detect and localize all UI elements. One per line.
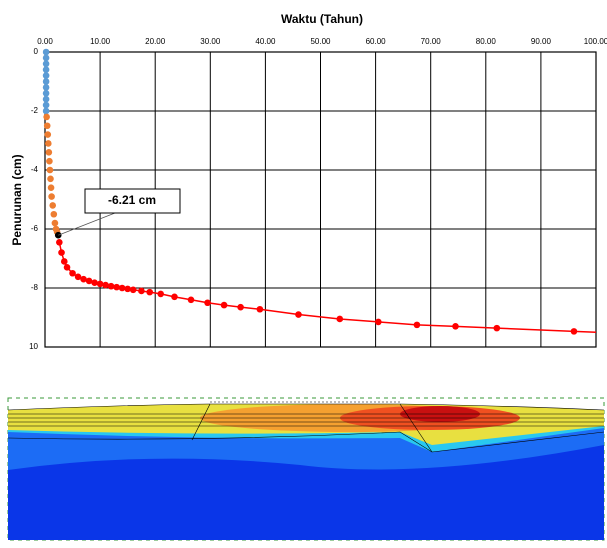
y-tick-label: 10 bbox=[29, 342, 38, 351]
data-point bbox=[42, 95, 50, 103]
data-point bbox=[157, 290, 165, 298]
x-tick-label: 80.00 bbox=[476, 37, 497, 46]
data-point bbox=[46, 157, 53, 165]
data-point bbox=[452, 323, 459, 330]
data-point bbox=[102, 281, 109, 289]
data-point bbox=[113, 283, 120, 291]
data-point bbox=[237, 303, 244, 311]
data-point bbox=[43, 122, 51, 130]
data-point bbox=[204, 299, 211, 307]
data-point bbox=[42, 54, 50, 62]
x-tick-label: 90.00 bbox=[531, 37, 552, 46]
x-tick-label: 30.00 bbox=[200, 37, 221, 46]
y-tick-label: -8 bbox=[31, 283, 39, 292]
annotation-box bbox=[84, 188, 181, 214]
x-tick-label: 0.00 bbox=[37, 37, 53, 46]
data-point bbox=[42, 90, 50, 97]
data-point bbox=[69, 269, 76, 277]
data-point bbox=[336, 315, 344, 323]
data-point bbox=[118, 284, 126, 292]
data-point bbox=[42, 101, 50, 109]
x-tick-label: 10.00 bbox=[90, 37, 111, 46]
data-point bbox=[42, 60, 50, 68]
y-tick-label: 0 bbox=[34, 47, 39, 56]
data-point bbox=[50, 210, 58, 218]
data-point bbox=[129, 286, 137, 294]
x-tick-label: 70.00 bbox=[421, 37, 442, 46]
data-point bbox=[96, 280, 104, 288]
data-point bbox=[256, 305, 264, 313]
data-point bbox=[63, 264, 71, 271]
plot-frame bbox=[44, 51, 597, 348]
x-tick-label: 40.00 bbox=[255, 37, 276, 46]
x-tick-label: 60.00 bbox=[366, 37, 387, 46]
data-point bbox=[47, 175, 54, 183]
data-point bbox=[58, 249, 65, 256]
x-tick-label: 20.00 bbox=[145, 37, 166, 46]
data-point bbox=[42, 78, 50, 85]
data-point bbox=[49, 202, 57, 209]
data-point bbox=[42, 48, 50, 56]
layer-lines bbox=[7, 403, 605, 453]
series-line bbox=[58, 242, 597, 333]
data-point bbox=[42, 72, 50, 79]
chart-title: Waktu (Tahun) bbox=[281, 12, 363, 26]
data-point bbox=[74, 273, 82, 281]
data-point bbox=[51, 219, 59, 227]
data-point bbox=[570, 328, 578, 335]
data-point bbox=[91, 279, 98, 286]
data-point bbox=[47, 184, 55, 191]
data-point bbox=[42, 84, 50, 91]
data-point bbox=[413, 321, 421, 329]
data-point bbox=[138, 287, 145, 295]
data-point bbox=[46, 166, 54, 174]
data-point bbox=[171, 293, 178, 301]
data-point bbox=[107, 282, 115, 290]
data-point bbox=[56, 238, 63, 246]
data-point bbox=[85, 277, 93, 285]
y-tick-label: -2 bbox=[31, 106, 39, 115]
y-tick-label: -6 bbox=[31, 224, 39, 233]
annotation-text: -6.21 cm bbox=[108, 193, 156, 207]
data-point bbox=[45, 149, 53, 156]
y-axis-label: Penurunan (cm) bbox=[10, 154, 24, 245]
annotation-leader bbox=[58, 212, 116, 236]
data-point bbox=[375, 318, 382, 326]
y-tick-label: -4 bbox=[31, 165, 39, 174]
x-tick-label: 50.00 bbox=[310, 37, 331, 46]
data-point bbox=[124, 285, 131, 293]
data-point bbox=[43, 113, 50, 121]
data-point bbox=[220, 301, 228, 309]
data-point bbox=[493, 324, 501, 332]
data-point bbox=[42, 107, 50, 115]
data-point bbox=[80, 275, 87, 283]
data-point bbox=[44, 131, 52, 138]
data-point bbox=[187, 296, 195, 304]
data-point bbox=[42, 66, 50, 73]
data-point bbox=[60, 258, 68, 265]
data-point bbox=[146, 288, 153, 296]
data-point bbox=[45, 140, 52, 147]
data-point bbox=[295, 311, 302, 318]
x-tick-label: 100.00 bbox=[584, 37, 607, 46]
data-point bbox=[48, 193, 55, 200]
contour-figure bbox=[7, 397, 605, 541]
